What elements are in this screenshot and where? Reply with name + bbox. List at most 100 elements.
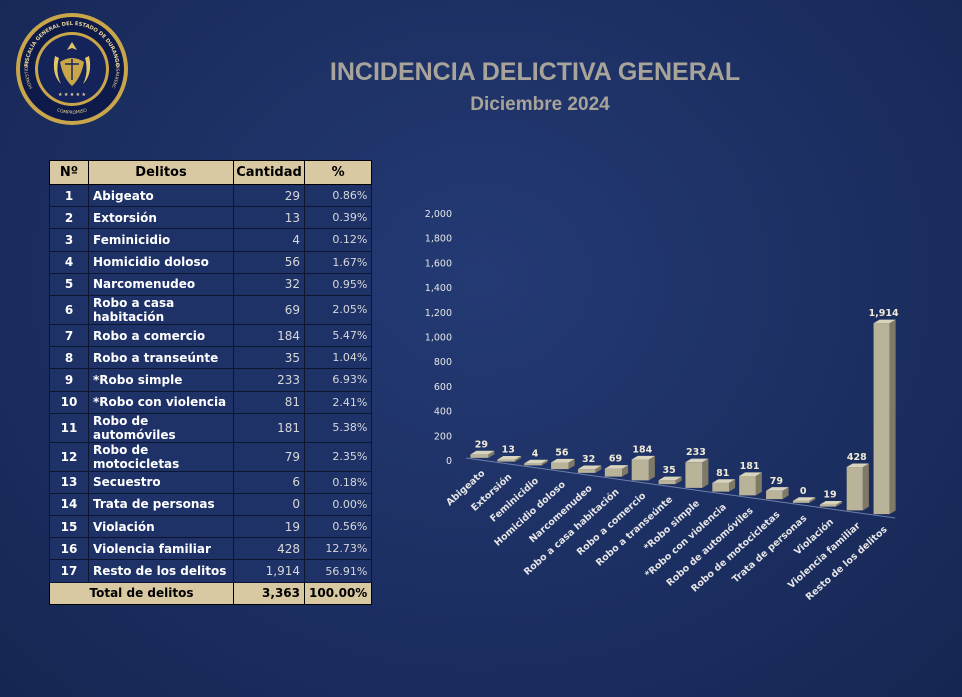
row-delito: Homicidio doloso xyxy=(88,250,234,274)
bar xyxy=(766,490,783,500)
logo-bottom-word: COMPROMISO xyxy=(56,107,88,116)
bar-data-label: 13 xyxy=(502,445,515,456)
bar xyxy=(497,459,516,462)
table-row: 6 Robo a casa habitación 69 2.05% xyxy=(49,294,373,325)
total-cantidad: 3,363 xyxy=(233,581,305,605)
row-cantidad: 35 xyxy=(233,346,305,370)
bar-top xyxy=(551,458,575,463)
bar-top xyxy=(846,463,869,468)
bar-data-label: 184 xyxy=(632,445,652,456)
row-cantidad: 56 xyxy=(233,250,305,274)
row-percent: 0.18% xyxy=(303,470,373,494)
row-cantidad: 81 xyxy=(233,390,305,414)
bar-side xyxy=(889,319,896,515)
row-cantidad: 29 xyxy=(233,183,305,208)
bar-data-label: 35 xyxy=(662,465,675,476)
page-title: INCIDENCIA DELICTIVA GENERAL xyxy=(329,58,741,86)
bar-side xyxy=(515,456,522,462)
col-header-number: Nº xyxy=(49,160,89,185)
row-percent: 12.73% xyxy=(303,537,373,561)
bar-data-label: 0 xyxy=(800,486,807,497)
bar-side xyxy=(782,487,789,500)
row-cantidad: 181 xyxy=(233,412,305,443)
bar-top xyxy=(712,479,736,483)
table-row: 12 Robo de motocicletas 79 2.35% xyxy=(49,441,373,472)
y-tick-label: 2,000 xyxy=(425,209,452,220)
bar-top xyxy=(792,497,816,501)
crime-bar-chart: 0 200 400 600 800 1,000 1,200 1,400 1,600 1,800 2,… xyxy=(425,209,899,600)
row-delito: Narcomenudeo xyxy=(88,272,234,296)
bar xyxy=(631,459,649,481)
bar-side xyxy=(622,465,629,477)
total-label: Total de delitos xyxy=(49,581,234,605)
bar-data-label: 233 xyxy=(686,447,706,458)
table-row: 16 Violencia familiar 428 12.73% xyxy=(49,537,373,561)
row-delito: Robo de motocicletas xyxy=(88,441,234,472)
bar xyxy=(819,504,837,507)
table-row: 17 Resto de los delitos 1,914 56.91% xyxy=(49,559,373,583)
bar xyxy=(873,323,890,515)
row-delito: Robo a comercio xyxy=(88,323,234,348)
bar-data-label: 79 xyxy=(770,476,783,487)
bar-side xyxy=(755,472,762,496)
page-subtitle: Diciembre 2024 xyxy=(470,94,610,115)
bar-side xyxy=(702,458,709,488)
bar-top xyxy=(604,465,629,469)
row-number: 9 xyxy=(49,368,89,392)
row-number: 2 xyxy=(49,206,89,230)
bar xyxy=(604,468,623,477)
row-percent: 2.05% xyxy=(303,294,373,325)
bar-side xyxy=(648,455,655,481)
bar xyxy=(792,500,810,503)
row-percent: 0.56% xyxy=(303,515,373,539)
row-number: 16 xyxy=(49,537,89,561)
row-percent: 2.35% xyxy=(303,441,373,472)
y-tick-label: 200 xyxy=(434,431,452,442)
bar xyxy=(846,467,863,511)
bar-side xyxy=(862,463,869,511)
y-tick-label: 400 xyxy=(434,407,452,418)
bar-data-label: 1,914 xyxy=(869,308,899,319)
row-number: 17 xyxy=(49,559,89,583)
row-percent: 1.67% xyxy=(303,250,373,274)
bar-side xyxy=(488,450,495,458)
row-delito: Extorsión xyxy=(88,206,234,230)
row-delito: *Robo con violencia xyxy=(88,390,234,414)
row-cantidad: 4 xyxy=(233,228,305,252)
table-row: 2 Extorsión 13 0.39% xyxy=(49,206,373,230)
row-percent: 1.04% xyxy=(303,346,373,370)
row-percent: 56.91% xyxy=(303,559,373,583)
bar-top xyxy=(766,487,789,491)
bar xyxy=(658,480,676,485)
bar xyxy=(577,469,596,473)
table-row: 9 *Robo simple 233 6.93% xyxy=(49,368,373,392)
row-percent: 0.00% xyxy=(303,492,373,517)
table-row: 7 Robo a comercio 184 5.47% xyxy=(49,323,373,348)
row-percent: 6.93% xyxy=(303,368,373,392)
row-delito: Secuestro xyxy=(88,470,234,494)
row-number: 7 xyxy=(49,323,89,348)
bar xyxy=(739,475,756,496)
bar-data-label: 4 xyxy=(532,448,539,459)
table-row: 8 Robo a transeúnte 35 1.04% xyxy=(49,346,373,370)
y-tick-label: 1,400 xyxy=(425,283,452,294)
row-number: 4 xyxy=(49,250,89,274)
col-header-delitos: Delitos xyxy=(88,160,234,185)
bar-data-label: 69 xyxy=(609,454,622,465)
bar-top xyxy=(873,319,896,324)
bar-side xyxy=(836,501,843,507)
bar-top xyxy=(658,476,682,481)
logo-stars-icon: ★ ★ ★ ★ ★ xyxy=(58,92,86,98)
row-cantidad: 428 xyxy=(233,537,305,561)
row-percent: 0.39% xyxy=(303,206,373,230)
row-number: 5 xyxy=(49,272,89,296)
bar xyxy=(524,463,542,466)
table-header-row: Nº Delitos Cantidad % xyxy=(49,160,373,185)
bar-data-label: 81 xyxy=(716,468,729,479)
table-row: 3 Feminicidio 4 0.12% xyxy=(49,228,373,252)
row-cantidad: 0 xyxy=(233,492,305,517)
row-delito: Robo de automóviles xyxy=(88,412,234,443)
row-percent: 5.47% xyxy=(303,323,373,348)
y-tick-label: 0 xyxy=(446,456,452,467)
y-tick-label: 1,000 xyxy=(425,333,452,344)
